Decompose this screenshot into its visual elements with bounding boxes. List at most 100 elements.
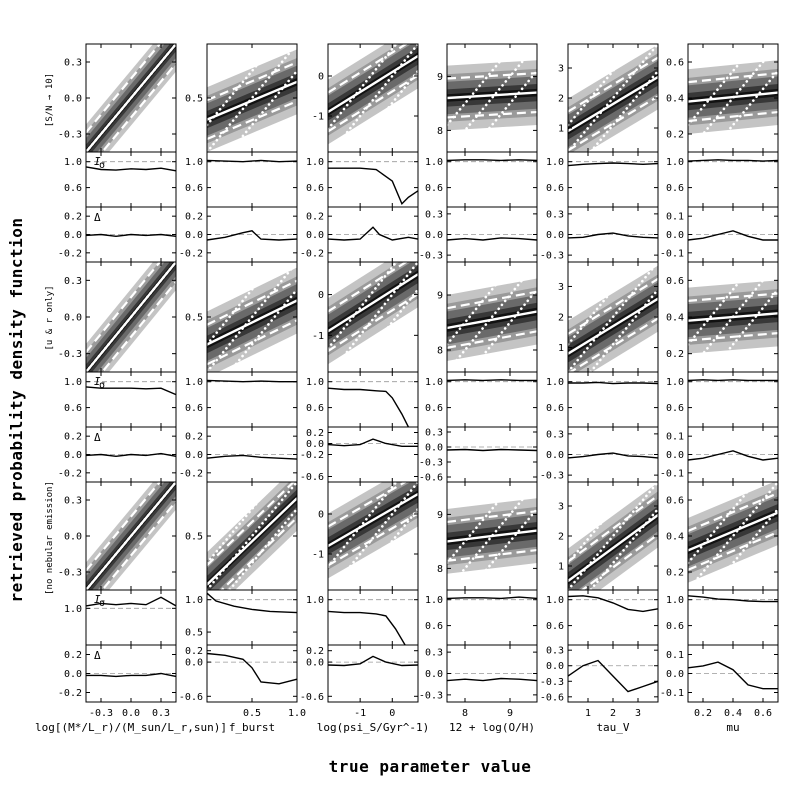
median-line bbox=[447, 529, 537, 543]
median-line bbox=[328, 54, 418, 114]
y-tick-label: -1 bbox=[312, 112, 324, 123]
x-tick-label: 0.4 bbox=[724, 708, 742, 719]
y-tick-label: 1.0 bbox=[425, 377, 443, 388]
y-tick-label: 0.2 bbox=[64, 212, 82, 223]
percentile-dashed-line bbox=[688, 72, 778, 84]
y-tick-label: 0.6 bbox=[546, 403, 564, 414]
ratio-curve bbox=[446, 596, 538, 600]
ratio-label: I bbox=[94, 155, 101, 168]
y-tick-label: -0.2 bbox=[300, 248, 324, 259]
y-tick-label: -0.3 bbox=[540, 471, 564, 482]
row-label: [no nebular emission] bbox=[45, 481, 55, 595]
ratio-label: I bbox=[94, 375, 101, 388]
y-tick-label: 8 bbox=[437, 126, 443, 137]
x-tick-label: 1 bbox=[585, 708, 591, 719]
x-axis-label: tau_V bbox=[596, 721, 629, 734]
delta-curve bbox=[687, 230, 778, 241]
y-tick-label: 1.0 bbox=[666, 157, 684, 168]
percentile-dashed-line bbox=[207, 482, 296, 566]
percentile-dashed-line bbox=[328, 74, 418, 133]
delta-curve bbox=[327, 226, 419, 241]
delta-curve bbox=[446, 237, 538, 241]
median-line bbox=[207, 299, 297, 346]
one-to-one-dotted-line bbox=[568, 262, 658, 372]
delta-curve bbox=[567, 452, 659, 459]
ratio-panel-frame bbox=[687, 589, 779, 646]
y-tick-label: 0.6 bbox=[185, 403, 203, 414]
percentile-dashed-line bbox=[328, 512, 418, 567]
y-tick-label: 1.0 bbox=[64, 157, 82, 168]
one-to-one-dotted-line bbox=[207, 44, 277, 127]
x-tick-label: 0 bbox=[389, 708, 395, 719]
x-tick-label: 8 bbox=[462, 708, 468, 719]
median-line bbox=[86, 482, 176, 590]
delta-curve bbox=[206, 652, 298, 685]
one-to-one-dotted-line bbox=[688, 44, 758, 127]
y-tick-label: 1.0 bbox=[666, 595, 684, 606]
percentile-dashed-line bbox=[447, 110, 537, 119]
x-tick-label: -1 bbox=[354, 708, 366, 719]
y-tick-label: 0.0 bbox=[666, 230, 684, 241]
y-tick-label: 0.0 bbox=[64, 532, 82, 543]
y-tick-label: 0.2 bbox=[185, 212, 203, 223]
percentile-dashed-line bbox=[568, 277, 658, 335]
y-tick-label: -0.2 bbox=[179, 468, 203, 479]
y-tick-label: 1.0 bbox=[64, 604, 82, 615]
y-tick-label: 0.6 bbox=[666, 58, 684, 69]
one-to-one-dotted-line bbox=[568, 482, 658, 590]
percentile-dashed-line bbox=[86, 44, 162, 134]
y-tick-label: 0.0 bbox=[185, 450, 203, 461]
y-tick-label: 0.3 bbox=[546, 646, 564, 657]
one-to-one-dotted-line bbox=[447, 262, 537, 372]
y-tick-label: -0.1 bbox=[660, 468, 684, 479]
one-to-one-dotted-line bbox=[688, 482, 758, 565]
ratio-curve bbox=[567, 162, 659, 167]
ratio-curve bbox=[328, 167, 419, 206]
percentile-dashed-line bbox=[568, 494, 658, 563]
y-tick-label: 0.1 bbox=[666, 650, 684, 661]
percentile-dashed-line bbox=[328, 262, 409, 313]
one-to-one-dotted-line bbox=[207, 262, 277, 346]
median-line bbox=[86, 262, 176, 372]
percentile-dashed-line bbox=[688, 292, 778, 302]
percentile-dashed-line bbox=[688, 110, 778, 123]
y-tick-label: 1.0 bbox=[64, 377, 82, 388]
y-tick-label: 3 bbox=[558, 64, 564, 75]
one-to-one-dotted-line bbox=[568, 262, 638, 346]
x-axis-label: log[(M*/L_r)/(M_sun/L_r,sun)] bbox=[35, 721, 227, 734]
y-tick-label: 0.3 bbox=[64, 58, 82, 69]
y-tick-label: 9 bbox=[437, 291, 443, 302]
ratio-curve bbox=[206, 379, 297, 383]
y-tick-label: -0.3 bbox=[419, 458, 443, 469]
one-to-one-dotted-line bbox=[207, 482, 277, 565]
pdf-panel bbox=[447, 44, 537, 152]
y-tick-label: -0.3 bbox=[540, 677, 564, 688]
y-tick-label: 0.0 bbox=[64, 450, 82, 461]
y-tick-label: -0.6 bbox=[300, 472, 324, 483]
ratio-curve bbox=[567, 595, 659, 613]
one-to-one-dotted-line bbox=[207, 44, 297, 152]
y-tick-label: -0.3 bbox=[58, 568, 82, 579]
one-to-one-dotted-line bbox=[447, 44, 517, 127]
y-tick-label: 0.2 bbox=[306, 212, 324, 223]
one-to-one-dotted-line bbox=[708, 69, 778, 152]
percentile-dashed-line bbox=[568, 95, 658, 152]
y-tick-label: 0.0 bbox=[666, 450, 684, 461]
percentile-dashed-line bbox=[447, 548, 537, 562]
y-tick-label: 0.4 bbox=[666, 94, 684, 105]
one-to-one-dotted-line bbox=[447, 482, 517, 565]
y-tick-label: 0.6 bbox=[666, 403, 684, 414]
y-tick-label: 0.2 bbox=[64, 650, 82, 661]
y-tick-label: 0.0 bbox=[425, 669, 443, 680]
one-to-one-dotted-line bbox=[328, 482, 398, 569]
y-tick-label: 0.6 bbox=[306, 403, 324, 414]
y-tick-label: 0.0 bbox=[185, 230, 203, 241]
y-tick-label: 1.0 bbox=[425, 595, 443, 606]
pdf-panel bbox=[86, 262, 176, 372]
y-tick-label: 0.6 bbox=[64, 403, 82, 414]
ratio-label: I bbox=[94, 593, 101, 606]
ratio-label-subscript: σ bbox=[99, 160, 105, 171]
percentile-dashed-line bbox=[447, 290, 537, 310]
y-tick-label: 0.6 bbox=[64, 183, 82, 194]
median-line bbox=[207, 497, 297, 586]
